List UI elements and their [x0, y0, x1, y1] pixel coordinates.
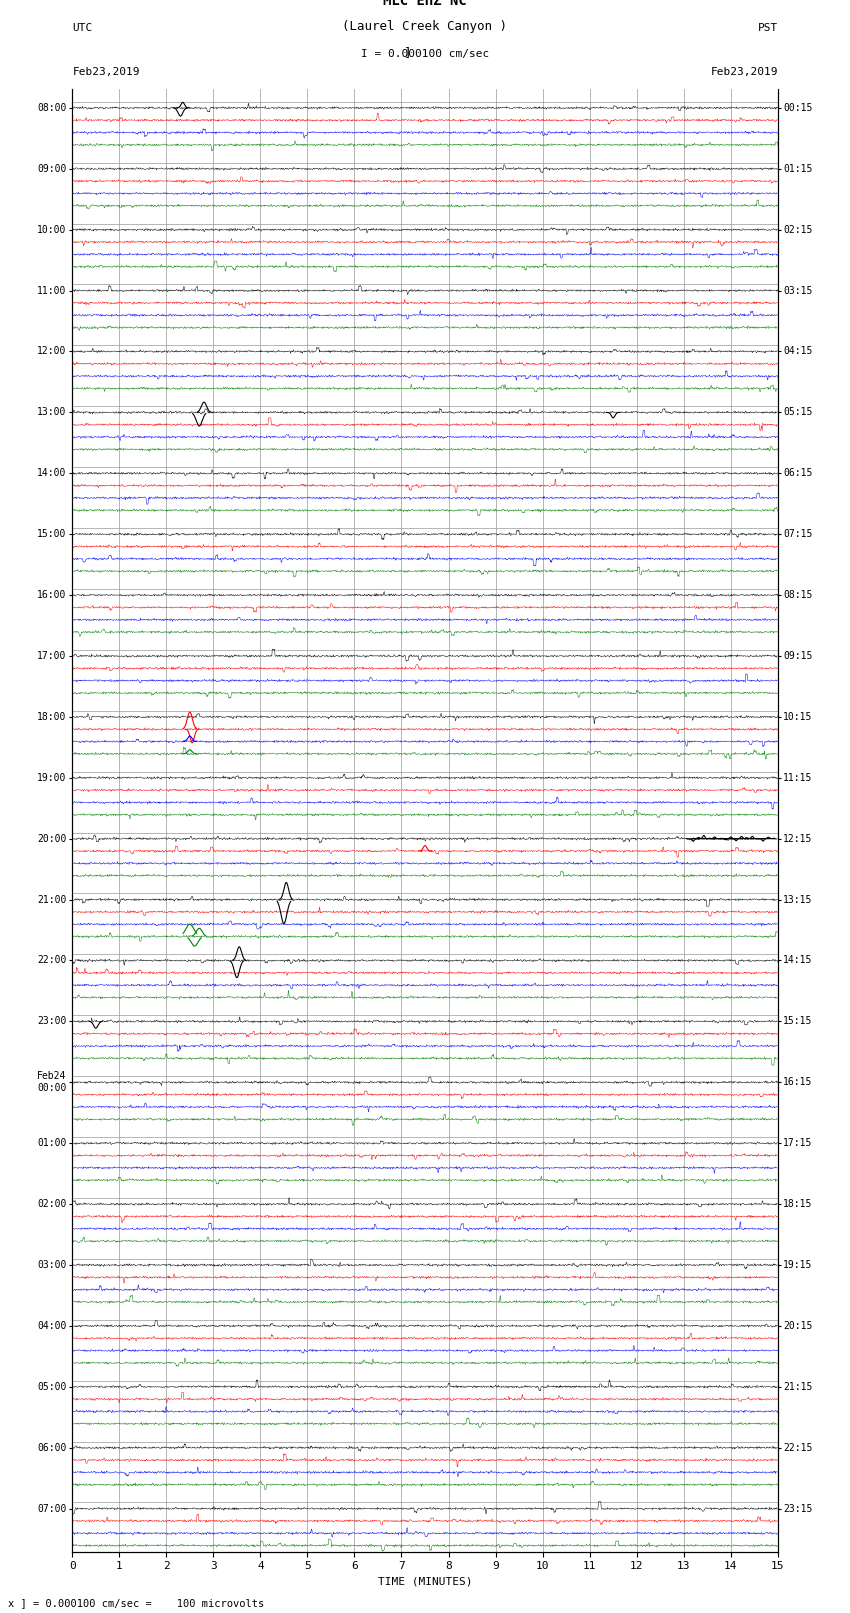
Text: MLC EHZ NC: MLC EHZ NC: [383, 0, 467, 8]
Text: PST: PST: [757, 23, 778, 34]
Text: Feb23,2019: Feb23,2019: [711, 66, 778, 77]
Text: (Laurel Creek Canyon ): (Laurel Creek Canyon ): [343, 19, 507, 34]
Text: UTC: UTC: [72, 23, 93, 34]
X-axis label: TIME (MINUTES): TIME (MINUTES): [377, 1578, 473, 1587]
Text: ]: ]: [404, 47, 411, 60]
Text: Feb23,2019: Feb23,2019: [72, 66, 139, 77]
Text: x ] = 0.000100 cm/sec =    100 microvolts: x ] = 0.000100 cm/sec = 100 microvolts: [8, 1598, 264, 1608]
Text: I = 0.000100 cm/sec: I = 0.000100 cm/sec: [361, 50, 489, 60]
